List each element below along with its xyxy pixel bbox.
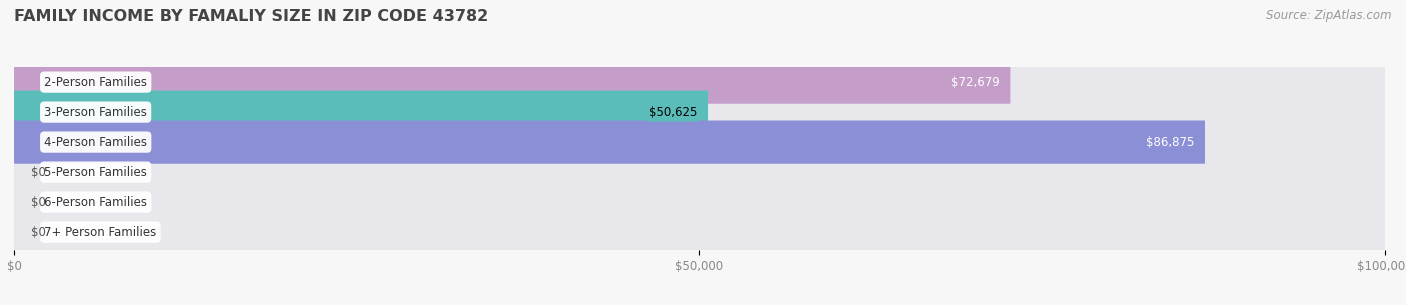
FancyBboxPatch shape xyxy=(14,60,1011,104)
Text: $72,679: $72,679 xyxy=(950,76,1000,88)
Text: $0: $0 xyxy=(31,226,45,239)
Text: 7+ Person Families: 7+ Person Families xyxy=(44,226,156,239)
FancyBboxPatch shape xyxy=(14,181,1385,224)
FancyBboxPatch shape xyxy=(14,120,1205,164)
Text: Source: ZipAtlas.com: Source: ZipAtlas.com xyxy=(1267,9,1392,22)
Text: 4-Person Families: 4-Person Families xyxy=(44,136,148,149)
Text: 6-Person Families: 6-Person Families xyxy=(44,196,148,209)
Text: $50,625: $50,625 xyxy=(648,106,697,119)
FancyBboxPatch shape xyxy=(14,150,1385,194)
Text: $86,875: $86,875 xyxy=(1146,136,1194,149)
FancyBboxPatch shape xyxy=(14,60,1385,104)
FancyBboxPatch shape xyxy=(14,91,1385,134)
Text: $0: $0 xyxy=(31,196,45,209)
Text: 5-Person Families: 5-Person Families xyxy=(44,166,148,179)
Text: $0: $0 xyxy=(31,166,45,179)
FancyBboxPatch shape xyxy=(14,210,1385,254)
FancyBboxPatch shape xyxy=(14,120,1385,164)
FancyBboxPatch shape xyxy=(14,91,709,134)
Text: FAMILY INCOME BY FAMALIY SIZE IN ZIP CODE 43782: FAMILY INCOME BY FAMALIY SIZE IN ZIP COD… xyxy=(14,9,488,24)
Text: 2-Person Families: 2-Person Families xyxy=(44,76,148,88)
Text: 3-Person Families: 3-Person Families xyxy=(44,106,148,119)
